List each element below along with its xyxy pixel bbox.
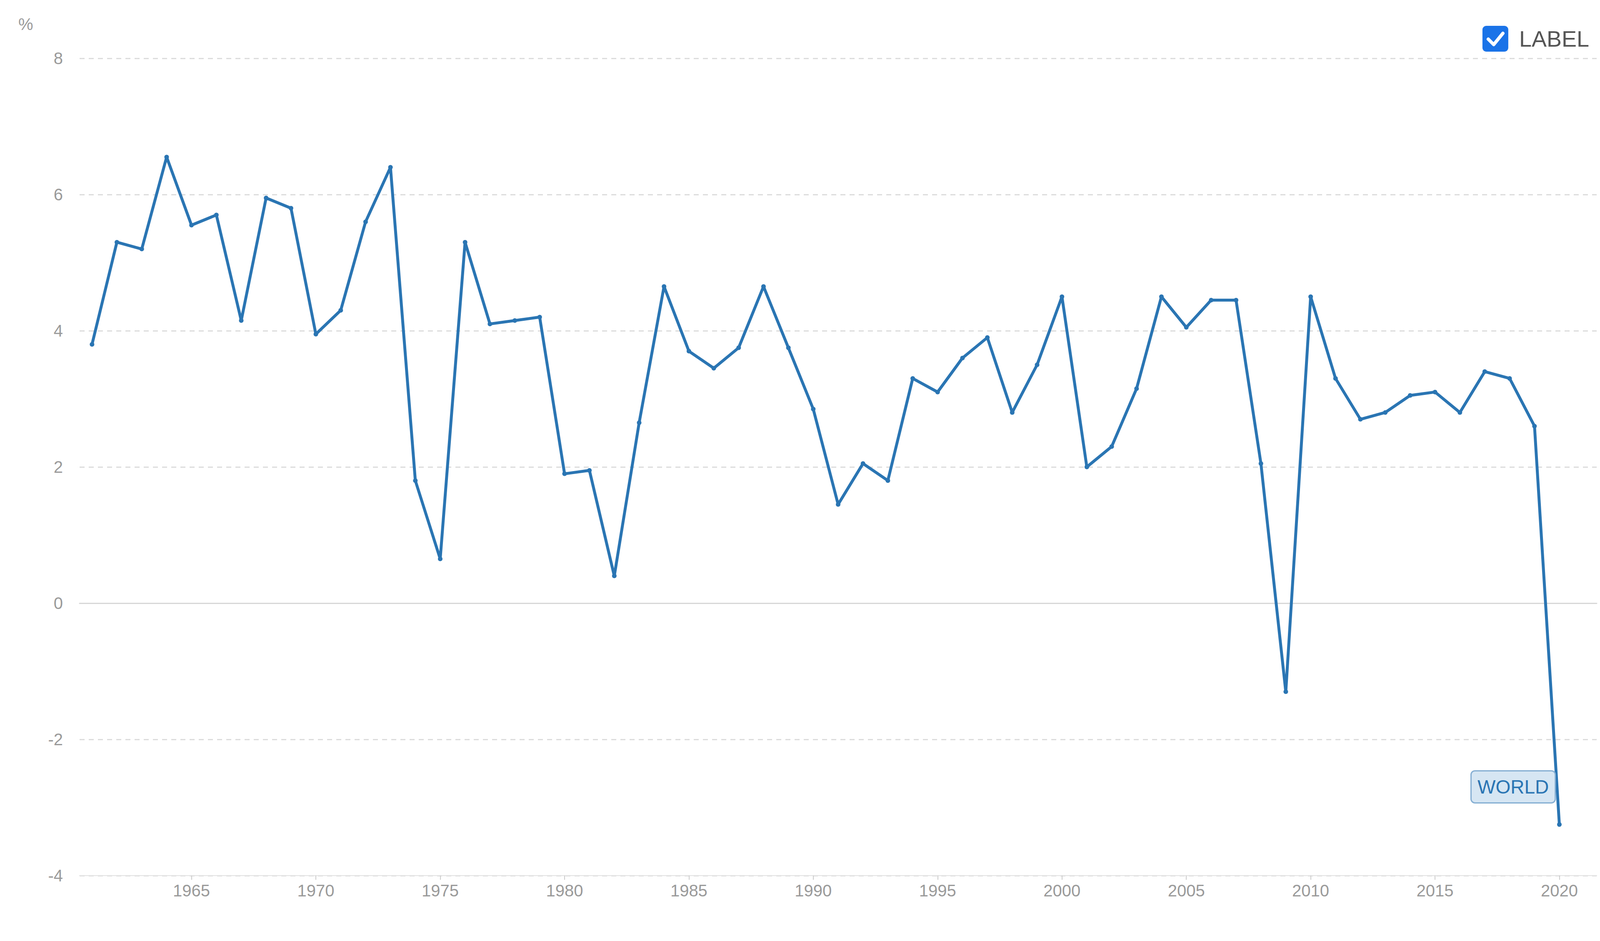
svg-text:1995: 1995 xyxy=(919,881,957,900)
svg-text:LABEL: LABEL xyxy=(1519,26,1590,52)
svg-text:1980: 1980 xyxy=(545,881,583,900)
svg-text:1975: 1975 xyxy=(421,881,459,900)
svg-text:1985: 1985 xyxy=(670,881,708,900)
svg-text:2010: 2010 xyxy=(1292,881,1330,900)
svg-text:2020: 2020 xyxy=(1540,881,1578,900)
svg-text:WORLD: WORLD xyxy=(1477,776,1549,798)
svg-text:1970: 1970 xyxy=(297,881,335,900)
svg-text:2005: 2005 xyxy=(1167,881,1205,900)
svg-text:6: 6 xyxy=(53,185,63,204)
svg-text:%: % xyxy=(18,15,34,34)
svg-text:1990: 1990 xyxy=(794,881,832,900)
svg-text:2015: 2015 xyxy=(1416,881,1454,900)
svg-text:8: 8 xyxy=(53,49,63,68)
svg-text:0: 0 xyxy=(53,594,63,613)
svg-text:4: 4 xyxy=(53,321,63,340)
svg-text:-2: -2 xyxy=(47,730,63,749)
svg-text:2000: 2000 xyxy=(1043,881,1081,900)
svg-text:1965: 1965 xyxy=(172,881,210,900)
svg-text:-4: -4 xyxy=(47,866,63,885)
svg-text:2: 2 xyxy=(53,457,63,477)
